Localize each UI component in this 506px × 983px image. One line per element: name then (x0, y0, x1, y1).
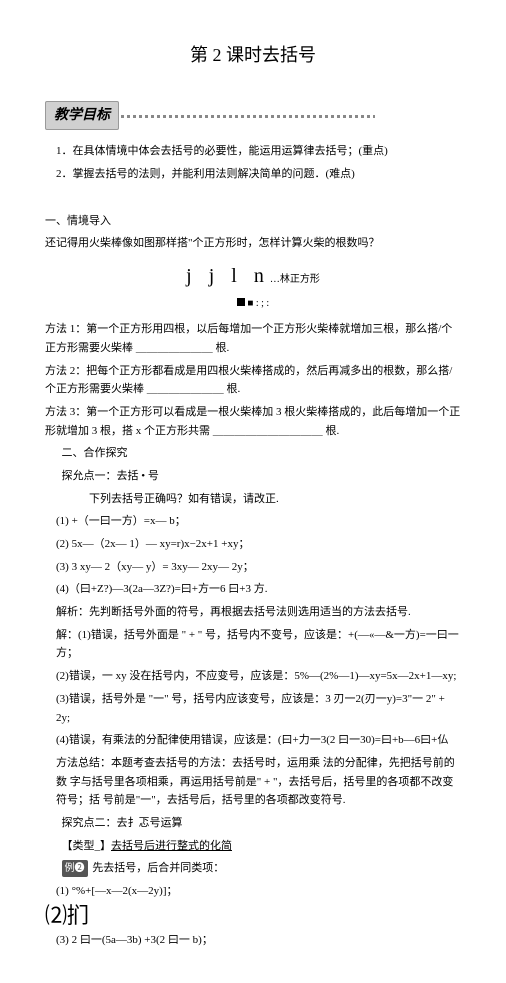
banner-goals-label: 教学目标 (45, 101, 119, 131)
analysis-4: (4)错误，有乘法的分配律使用错误，应该是：(曰+力一3(2 曰一30)=曰+b… (56, 731, 461, 750)
figure-glyphs: j j l n (186, 265, 270, 287)
banner-line (115, 115, 375, 118)
method-2: 方法 2：把每个正方形都看成是用四根火柴棒搭成的，然后再减多出的根数，那么搭/ … (45, 362, 461, 399)
analysis-head: 解析：先判断括号外面的符号，再根据去括号法则选用适当的方法去括号. (56, 603, 461, 622)
analysis-2: (2)错误，一 xy 没在括号内，不应变号，应该是：5%—(2%—1)—xy=5… (56, 667, 461, 686)
item-2-3: (3) 2 曰一(5a—3b) +3(2 曰一 b)； (56, 931, 461, 950)
sec2-heading: 二、合作探究 (62, 444, 462, 463)
figure-tail: …林正方形 (270, 274, 320, 285)
goal-1: 1．在具体情境中体会去括号的必要性，能运用运算律去括号；(重点) (56, 142, 461, 161)
page-title: 第 2 课时去括号 (45, 40, 461, 71)
example-text: 先去括号，后合并同类项： (92, 862, 224, 874)
item-1-4: (4)（曰+Z?)—3(2a—3Z?)=曰+方一6 曰+3 方. (56, 580, 461, 599)
banner-goals: 教学目标 (45, 101, 461, 131)
method-1: 方法 1：第一个正方形用四根，以后每增加一个正方形火柴棒就增加三根，那么搭/个 … (45, 320, 461, 357)
figure-caption: ■ : ; : (45, 295, 461, 312)
figure-glyph-row: j j l n…林正方形 (45, 259, 461, 293)
item-1-1: (1) +（一曰一方）=x— b； (56, 512, 461, 531)
type-1-label: 【类型_】 (62, 840, 112, 852)
explore-2: 探究点二：去扌忑号运算 (62, 814, 462, 833)
figure-caption-text: ■ : ; : (247, 298, 269, 309)
square-icon (237, 298, 245, 306)
method-summary: 方法总结：本题考查去括号的方法：去括号时，运用乘 法的分配律，先把括号前的数 字… (56, 754, 461, 810)
analysis-1: 解：(1)错误，括号外面是 " + " 号，括号内不变号，应该是：+(—«—&一… (56, 626, 461, 663)
example-badge: 例❷ (62, 860, 88, 877)
goal-2: 2．掌握去括号的法则，并能利用法则解决简单的问题．(难点) (56, 165, 461, 184)
explore-1-sub: 下列去括号正确吗？如有错误，请改正. (89, 490, 461, 509)
sec1-question: 还记得用火柴棒像如图那样搭"个正方形时，怎样计算火柴的根数吗？ (45, 234, 461, 253)
explore-1: 探允点一：去括 • 号 (62, 467, 462, 486)
item-1-2: (2) 5x—（2x— 1）— xy=r)x−2x+1 +xy； (56, 535, 461, 554)
type-1-text: 去括号后进行整式的化简 (111, 840, 232, 852)
item-2-2: ⑵扪 (45, 905, 461, 927)
example-2: 例❷ 先去括号，后合并同类项： (62, 859, 462, 878)
item-1-3: (3) 3 xy— 2（xy— y）= 3xy— 2xy— 2y； (56, 558, 461, 577)
analysis-3: (3)错误，括号外是 "一" 号，括号内应该变号，应该是：3 刃一2(刃一y)=… (56, 690, 461, 727)
item-2-1: (1) °%+[—x—2(x—2y)]； (56, 882, 461, 901)
method-3: 方法 3：第一个正方形可以看成是一根火柴棒加 3 根火柴棒搭成的，此后每增加一个… (45, 403, 461, 440)
type-1: 【类型_】去括号后进行整式的化简 (62, 837, 462, 856)
sec1-heading: 一、情境导入 (45, 212, 461, 231)
